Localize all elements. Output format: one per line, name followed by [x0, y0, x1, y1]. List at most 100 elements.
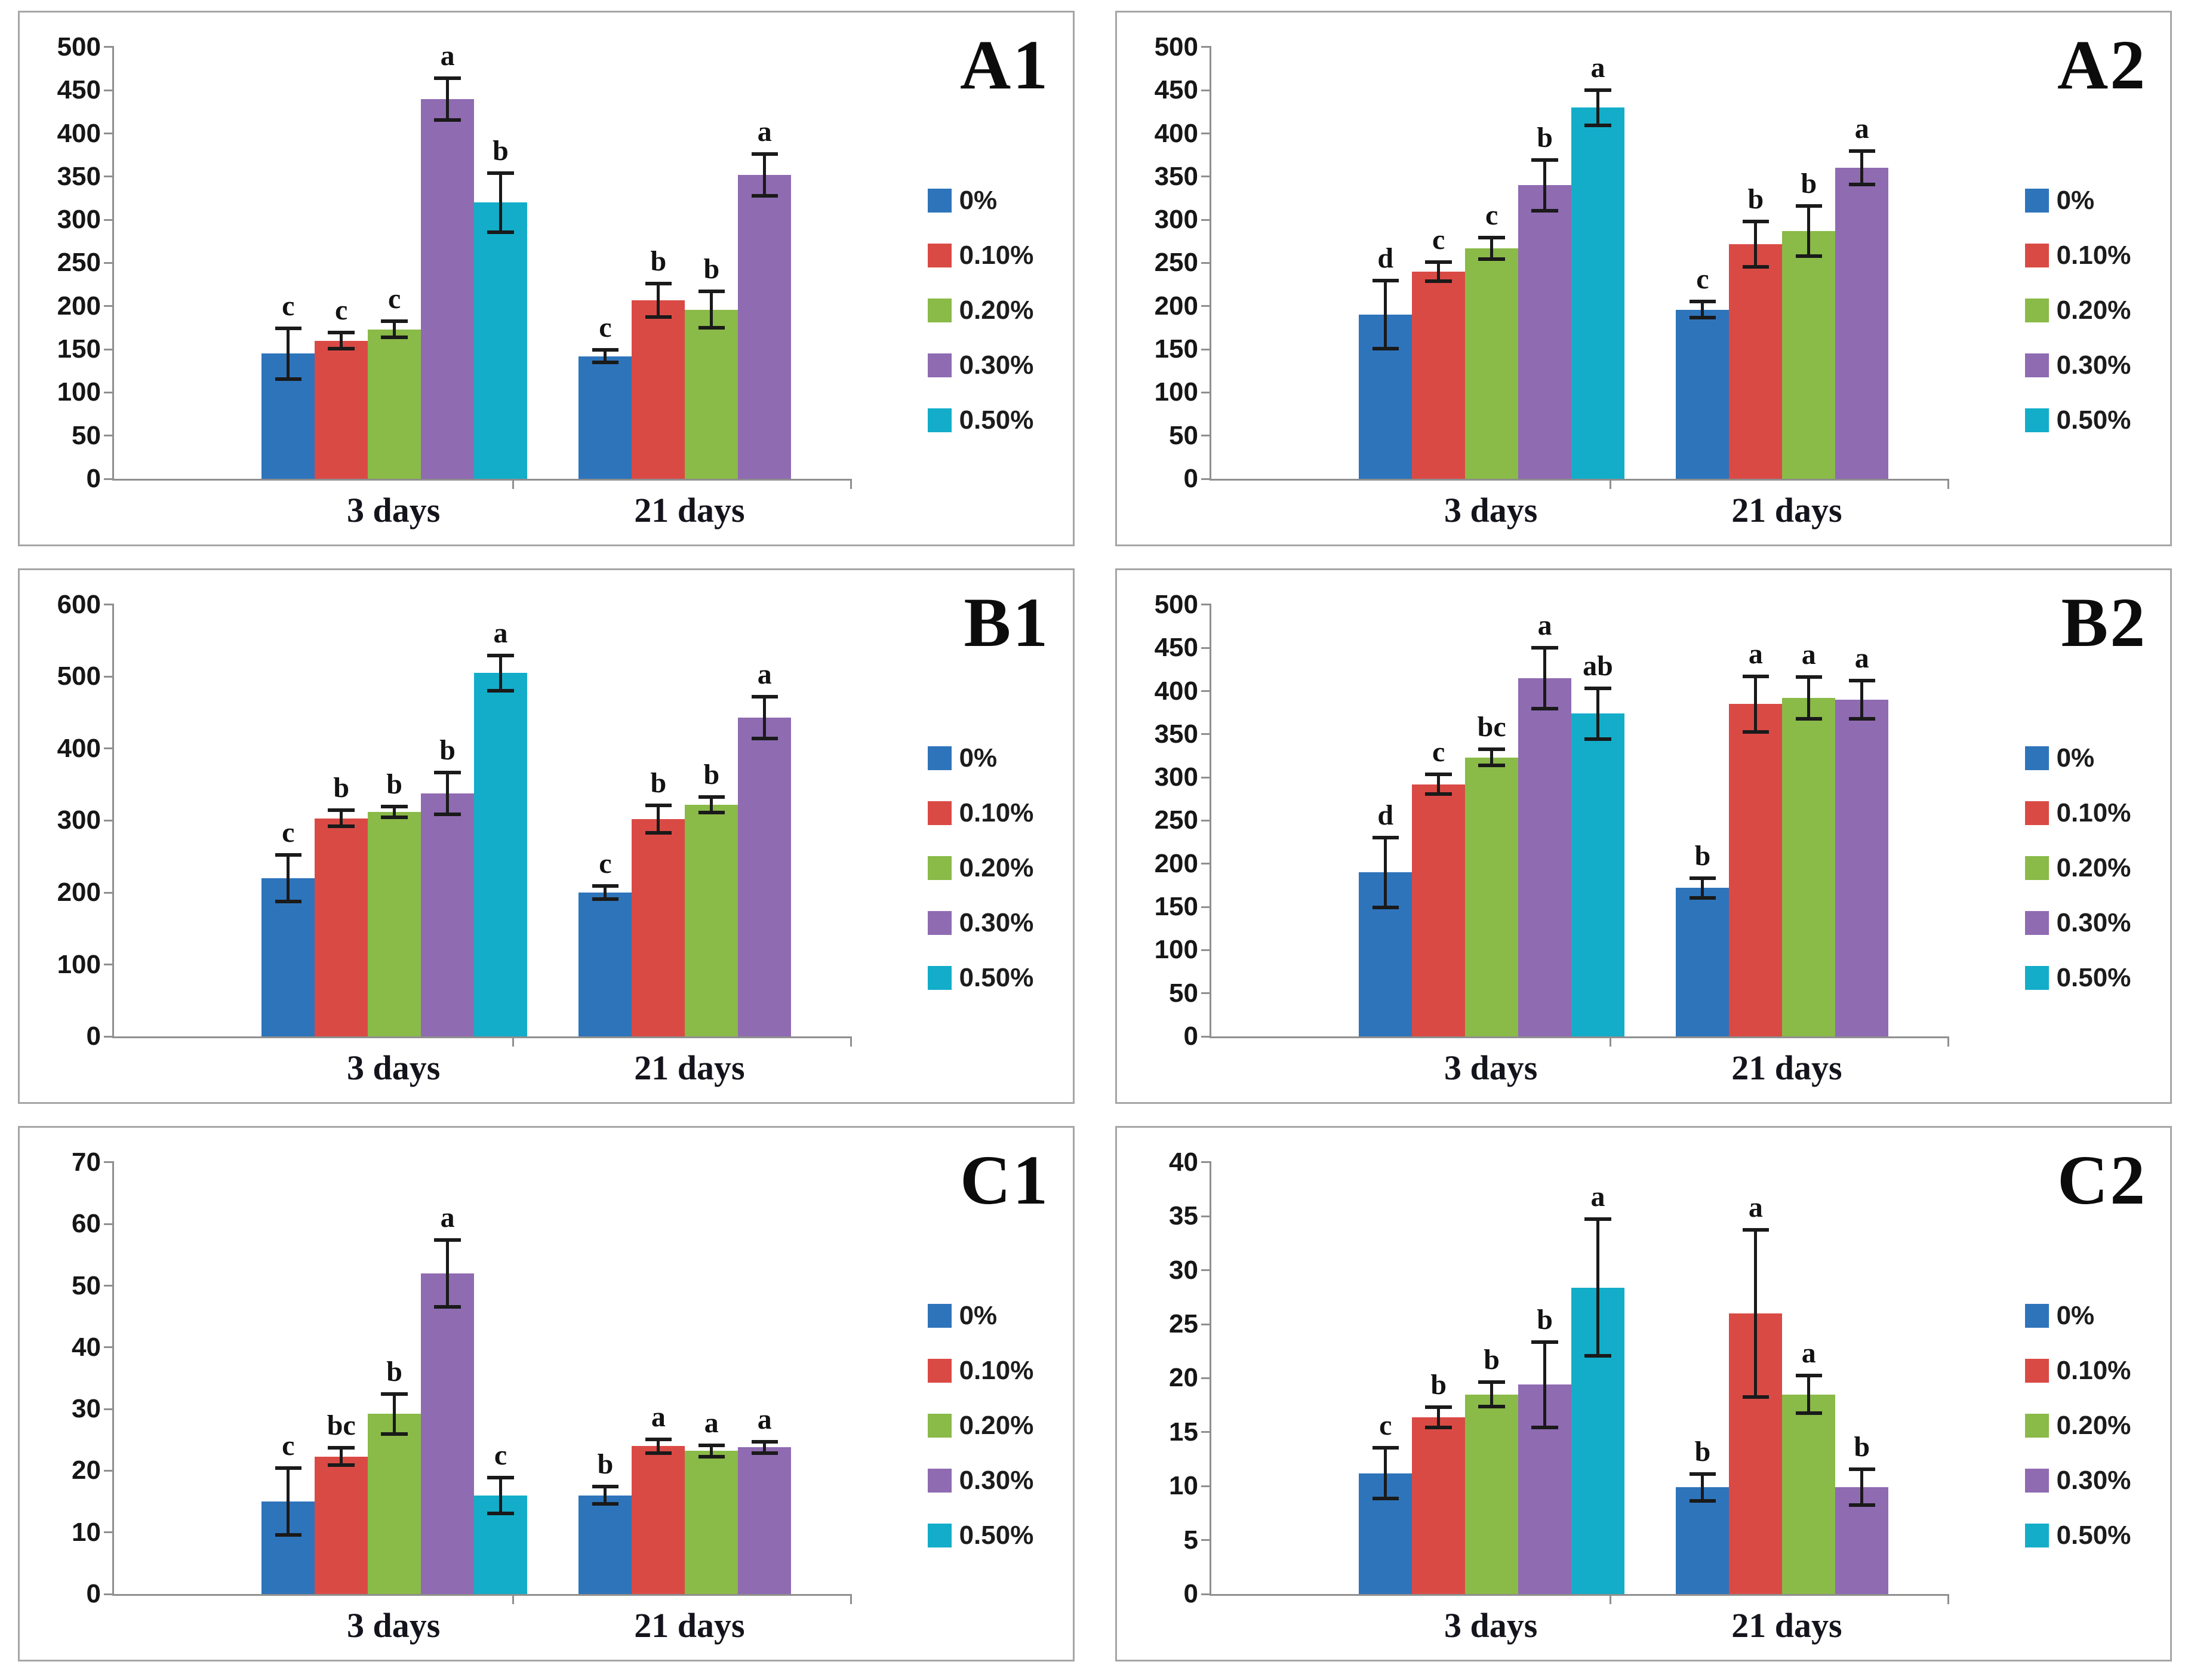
y-tick-label: 40 — [1169, 1147, 1198, 1177]
y-axis-tick — [104, 133, 115, 135]
bar-0-50pct — [474, 673, 527, 1037]
legend-swatch — [927, 408, 952, 432]
error-cap-bottom — [328, 824, 355, 829]
legend-swatch — [927, 1413, 952, 1438]
y-tick-label: 300 — [57, 805, 101, 835]
category-label: 3 days — [1444, 491, 1538, 530]
y-axis-tick — [104, 89, 115, 91]
significance-letter: c — [1696, 263, 1709, 296]
error-bar — [657, 282, 660, 318]
error-cap-bottom — [645, 1451, 672, 1455]
error-bar — [763, 153, 767, 197]
y-tick-label: 0 — [1183, 464, 1198, 494]
bar-cell: a — [474, 605, 527, 1037]
category-label: 3 days — [347, 1606, 441, 1645]
y-axis-tick — [1201, 1539, 1212, 1541]
bar-cell: c — [1412, 47, 1466, 479]
error-cap-bottom — [1372, 347, 1399, 351]
bar-cell: a — [1835, 605, 1889, 1037]
error-bar — [1384, 1447, 1387, 1499]
bar-group: c b b a — [578, 47, 792, 479]
plot-area: 0 50 100 150 200 250 300 350 400 450 500 c c c a b c b b a — [57, 32, 852, 493]
y-tick-label: 300 — [1154, 762, 1198, 792]
error-cap-top — [487, 654, 514, 658]
y-tick-label: 5 — [1183, 1525, 1198, 1555]
legend-label: 0.50% — [959, 962, 1034, 992]
significance-letter: a — [704, 1407, 719, 1439]
error-cap-bottom — [1478, 764, 1505, 768]
bar-cell: a — [632, 1162, 685, 1595]
legend-item: 0.30% — [927, 908, 1033, 938]
legend-swatch — [2024, 1523, 2049, 1547]
error-bar — [1543, 1341, 1547, 1428]
y-tick-label: 15 — [1169, 1417, 1198, 1447]
significance-letter: a — [1854, 642, 1869, 674]
error-bar — [1701, 1473, 1704, 1501]
bar-0-10pct — [1412, 784, 1466, 1037]
category-label: 21 days — [634, 1606, 745, 1645]
legend-swatch — [2024, 243, 2049, 267]
y-tick-label: 50 — [72, 1270, 101, 1300]
y-axis-tick — [1201, 733, 1212, 736]
x-axis-tick — [1610, 1036, 1612, 1047]
error-cap-top — [1584, 1217, 1611, 1221]
bar-group: d c c b a — [1359, 47, 1624, 479]
panel-label: A1 — [959, 25, 1050, 104]
error-bar — [287, 327, 290, 380]
error-bar — [1860, 1469, 1864, 1506]
legend-swatch — [927, 965, 952, 990]
error-bar — [1754, 1229, 1758, 1398]
bar-cell: b — [1782, 47, 1836, 479]
bar-group: c c c a b — [261, 41, 527, 479]
error-cap-top — [1742, 1228, 1770, 1232]
significance-letter: b — [1694, 839, 1711, 872]
error-cap-bottom — [698, 811, 725, 815]
y-axis-tick — [104, 46, 115, 48]
y-tick-label: 50 — [1169, 978, 1198, 1008]
error-cap-top — [698, 289, 725, 293]
error-cap-bottom — [1689, 1499, 1716, 1503]
error-cap-top — [645, 803, 672, 807]
y-axis-tick — [104, 1161, 115, 1164]
bar-0-30pct — [421, 1273, 475, 1595]
error-cap-bottom — [1689, 896, 1716, 900]
y-tick-label: 0 — [86, 1579, 101, 1609]
legend-item: 0% — [927, 186, 1034, 216]
legend-label: 0.20% — [2056, 295, 2131, 325]
error-cap-bottom — [1425, 1425, 1452, 1429]
error-bar — [1701, 877, 1704, 899]
legend-swatch — [927, 856, 952, 880]
significance-letter: b — [493, 134, 509, 167]
bar-cell: a — [1571, 1162, 1624, 1595]
x-axis-tick — [1947, 1594, 1949, 1605]
bar-group: c b b b a — [1359, 1162, 1624, 1595]
y-axis-tick — [104, 1593, 115, 1595]
y-axis-tick — [1201, 690, 1212, 693]
significance-letter: b — [650, 767, 667, 799]
legend-item: 0% — [927, 1301, 1034, 1331]
error-cap-bottom — [592, 361, 619, 365]
error-bar — [763, 1441, 767, 1454]
error-cap-bottom — [1584, 737, 1611, 741]
bar-group: c b b b a — [261, 605, 527, 1037]
bar-cell: d — [1359, 47, 1413, 479]
legend-swatch — [927, 243, 952, 267]
legend-swatch — [2024, 910, 2049, 935]
y-tick-label: 150 — [57, 334, 101, 364]
legend-swatch — [2024, 353, 2049, 377]
y-axis-tick — [1201, 89, 1212, 91]
bar-0-20pct — [1465, 248, 1519, 479]
error-bar — [763, 696, 767, 740]
panel-label: B2 — [2061, 583, 2147, 661]
significance-letter: a — [757, 658, 772, 690]
chart-panel-B2: B2 3 days 21 days 0 50 100 150 200 250 300 350 400 4… — [1115, 568, 2172, 1104]
error-cap-bottom — [1795, 254, 1823, 259]
significance-letter: a — [651, 1401, 666, 1433]
significance-letter: a — [1590, 51, 1605, 84]
bar-0-50pct — [474, 202, 527, 479]
legend-label: 0.30% — [959, 1465, 1034, 1495]
x-axis-tick — [512, 1036, 515, 1047]
error-cap-top — [698, 795, 725, 799]
significance-letter: b — [1430, 1368, 1447, 1401]
